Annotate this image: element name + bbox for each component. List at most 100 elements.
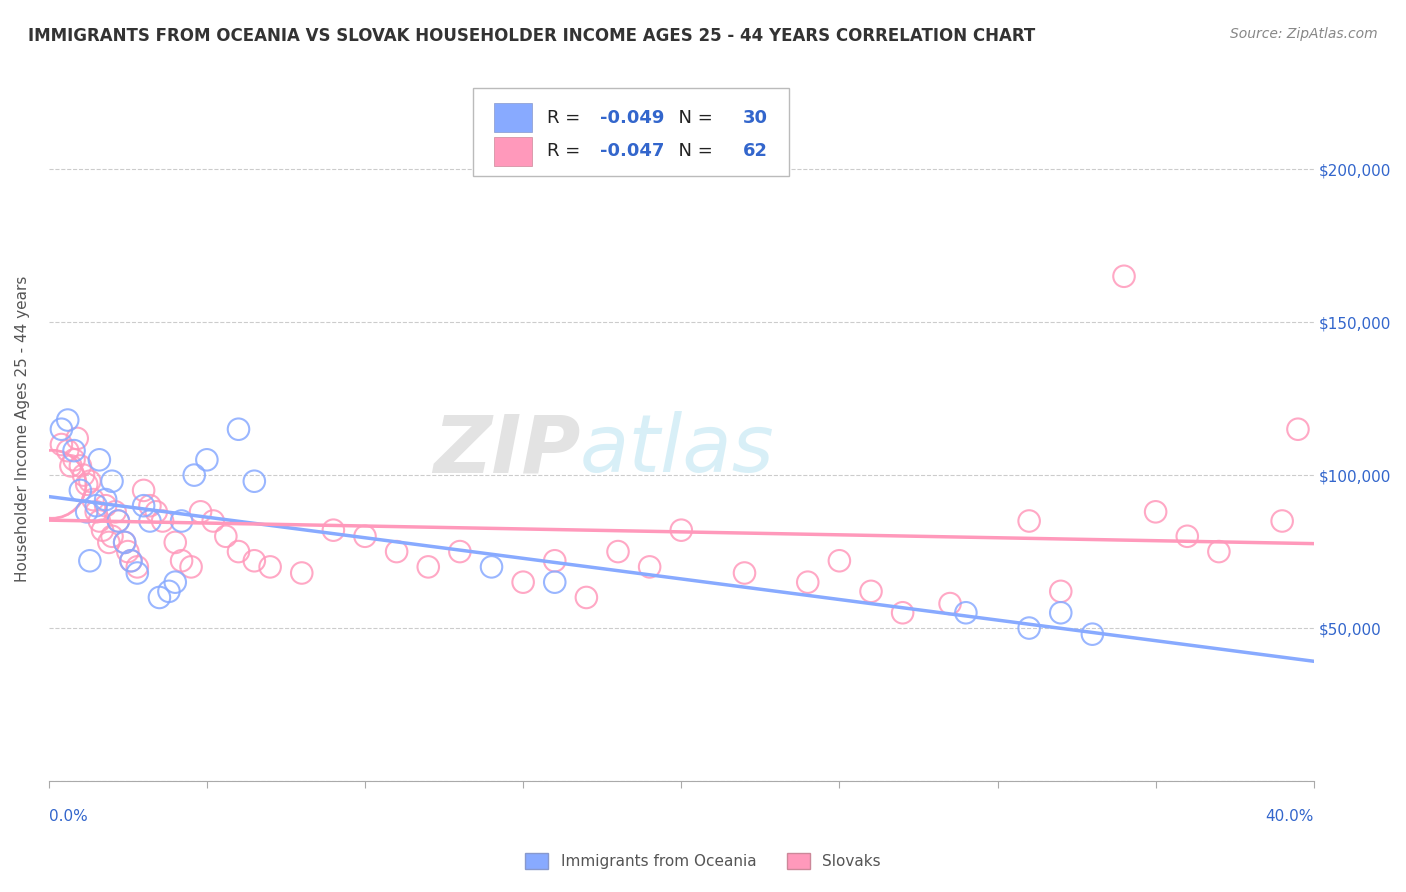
Point [180,560,202,574]
Point [354,529,377,543]
Point [1144,505,1167,519]
Point [544,575,567,590]
Point [170,514,193,528]
Point [215,529,238,543]
Point [94,499,117,513]
Point [120,554,142,568]
Point [544,554,567,568]
Point [69,483,91,498]
Text: 0.0%: 0.0% [49,809,87,824]
Point [418,560,440,574]
Point [228,422,250,436]
Point [170,554,193,568]
Point [91,523,114,537]
Point [481,560,503,574]
Point [607,544,630,558]
Point [120,554,142,568]
Point [291,566,314,580]
Point [797,575,820,590]
Point [734,566,756,580]
Point [117,544,139,558]
Point [1018,514,1040,528]
Point [94,492,117,507]
Text: N =: N = [668,143,718,161]
Point [56,443,79,458]
Point [859,584,882,599]
Text: 30: 30 [744,109,768,127]
Point [575,591,598,605]
Point [51,422,73,436]
Point [243,554,266,568]
Point [385,544,408,558]
Text: atlas: atlas [581,411,775,490]
Point [127,560,149,574]
Point [97,535,120,549]
Point [891,606,914,620]
Point [322,523,344,537]
Point [243,474,266,488]
Text: Source: ZipAtlas.com: Source: ZipAtlas.com [1230,27,1378,41]
Point [828,554,851,568]
Point [1175,529,1198,543]
Point [145,505,167,519]
Point [114,535,136,549]
Point [449,544,471,558]
Point [638,560,661,574]
Point [41,477,63,491]
Point [139,499,162,513]
Point [104,505,127,519]
Point [1208,544,1230,558]
Legend: Immigrants from Oceania, Slovaks: Immigrants from Oceania, Slovaks [519,847,887,875]
Text: N =: N = [668,109,718,127]
Point [89,452,111,467]
Point [79,474,101,488]
Point [101,474,124,488]
Text: -0.047: -0.047 [600,143,665,161]
Point [107,514,129,528]
Text: IMMIGRANTS FROM OCEANIA VS SLOVAK HOUSEHOLDER INCOME AGES 25 - 44 YEARS CORRELAT: IMMIGRANTS FROM OCEANIA VS SLOVAK HOUSEH… [28,27,1035,45]
Point [259,560,281,574]
Text: -0.049: -0.049 [600,109,665,127]
Point [1049,584,1071,599]
Text: 40.0%: 40.0% [1265,809,1313,824]
Point [114,535,136,549]
Point [63,452,86,467]
Y-axis label: Householder Income Ages 25 - 44 years: Householder Income Ages 25 - 44 years [15,276,30,582]
Point [132,499,155,513]
Point [148,591,170,605]
Point [51,437,73,451]
Point [89,514,111,528]
Point [101,529,124,543]
Point [1271,514,1294,528]
Bar [494,136,531,166]
Point [63,443,86,458]
Point [195,452,218,467]
FancyBboxPatch shape [472,88,789,176]
Point [165,575,187,590]
Point [72,468,94,483]
Text: ZIP: ZIP [433,411,581,490]
Point [66,431,89,445]
Point [939,597,962,611]
Point [76,477,98,491]
Point [955,606,977,620]
Point [1112,269,1135,284]
Text: 62: 62 [744,143,768,161]
Point [127,566,149,580]
Point [84,499,107,513]
Point [107,514,129,528]
Point [1081,627,1104,641]
Point [139,514,162,528]
Point [165,535,187,549]
Point [671,523,693,537]
Point [183,468,205,483]
Point [202,514,225,528]
Point [69,458,91,473]
Point [84,505,107,519]
Text: R =: R = [547,109,586,127]
Point [228,544,250,558]
Point [152,514,174,528]
Bar [494,103,531,132]
Point [82,492,104,507]
Point [132,483,155,498]
